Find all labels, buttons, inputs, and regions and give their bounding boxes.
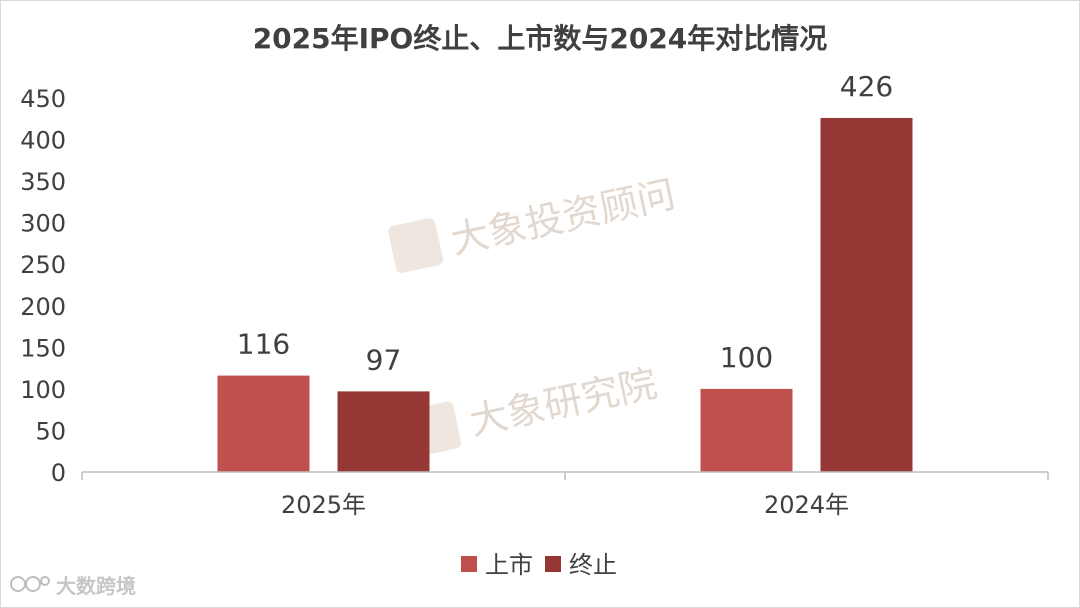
bar-终止-2025年 bbox=[337, 391, 430, 472]
legend-swatch bbox=[545, 556, 561, 572]
legend-label: 上市 bbox=[485, 551, 533, 579]
value-labels: 116 97 100 426 bbox=[237, 70, 893, 376]
bar-终止-2024年 bbox=[820, 117, 913, 473]
y-tick-label: 300 bbox=[20, 210, 66, 238]
y-tick-label: 350 bbox=[20, 168, 66, 196]
bars bbox=[217, 117, 913, 473]
brand-label: 大数跨境 bbox=[56, 574, 136, 598]
x-axis: 2025年 2024年 bbox=[81, 471, 1049, 519]
y-tick-label: 0 bbox=[51, 459, 66, 487]
y-axis: 0 50 100 150 200 250 300 350 400 450 bbox=[20, 85, 66, 487]
legend-label: 终止 bbox=[569, 551, 617, 579]
y-tick-label: 50 bbox=[35, 417, 66, 445]
watermark-text-2: 大象研究院 bbox=[466, 361, 661, 444]
watermark-text-1: 大象投资顾问 bbox=[447, 172, 679, 262]
watermark-logo-icon bbox=[388, 218, 443, 273]
y-tick-label: 400 bbox=[20, 127, 66, 155]
data-label: 116 bbox=[237, 328, 290, 361]
y-tick-label: 150 bbox=[20, 334, 66, 362]
x-tick-label: 2025年 bbox=[281, 491, 366, 519]
legend-swatch bbox=[461, 556, 477, 572]
y-tick-label: 250 bbox=[20, 251, 66, 279]
y-tick-label: 450 bbox=[20, 85, 66, 113]
brand: 大数跨境 bbox=[10, 574, 136, 598]
bar-上市-2025年 bbox=[217, 375, 310, 472]
x-tick-label: 2024年 bbox=[764, 491, 849, 519]
legend: 上市 终止 bbox=[461, 551, 617, 579]
data-label: 97 bbox=[366, 343, 402, 376]
data-label: 100 bbox=[720, 341, 773, 374]
y-tick-label: 100 bbox=[20, 376, 66, 404]
chart-title: 2025年IPO终止、上市数与2024年对比情况 bbox=[253, 22, 828, 55]
bar-上市-2024年 bbox=[700, 388, 793, 472]
watermark-top: 大象投资顾问 bbox=[388, 172, 679, 273]
watermark-mid: 大象研究院 bbox=[406, 361, 661, 457]
data-label: 426 bbox=[840, 70, 893, 103]
y-tick-label: 200 bbox=[20, 293, 66, 321]
dashuju-logo-icon bbox=[10, 576, 50, 592]
